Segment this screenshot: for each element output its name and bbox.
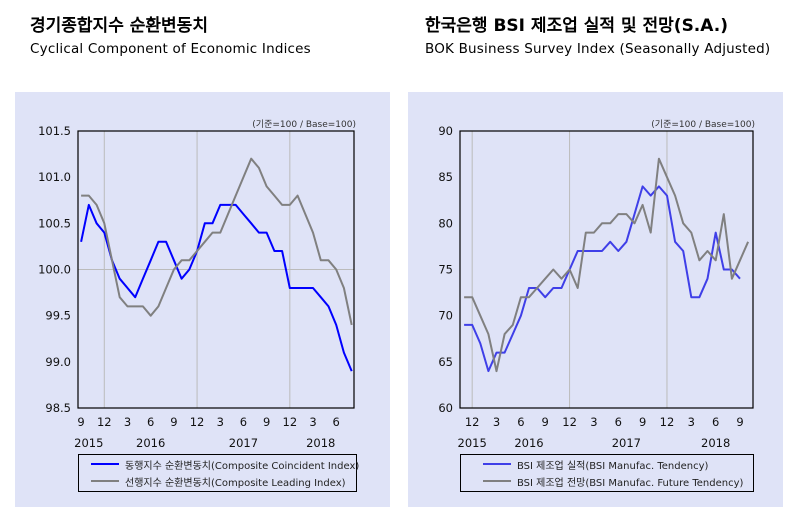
x-tick-label: 3: [688, 415, 695, 429]
series-line-1: [464, 185, 741, 373]
y-tick-label: 99.0: [45, 355, 71, 369]
x-tick-label: 9: [77, 415, 84, 429]
y-tick-label: 65: [438, 355, 453, 369]
x-tick-label: 6: [712, 415, 719, 429]
x-year-label: 2017: [229, 436, 258, 450]
x-tick-label: 6: [517, 415, 524, 429]
x-tick-label: 12: [283, 415, 298, 429]
x-year-label: 2018: [306, 436, 335, 450]
legend-label: BSI 제조업 전망(BSI Manufac. Future Tendency): [517, 477, 744, 489]
left-chart-legend: 동행지수 순환변동치(Composite Coincident Index) 선…: [78, 454, 359, 492]
y-tick-label: 80: [438, 216, 453, 230]
plot-frame: [459, 130, 754, 409]
x-tick-label: 3: [493, 415, 500, 429]
unit-note: (기준=100 / Base=100): [252, 119, 356, 130]
x-tick-label: 9: [542, 415, 549, 429]
series-line-2: [81, 157, 353, 326]
x-tick-label: 6: [240, 415, 247, 429]
x-tick-label: 3: [217, 415, 224, 429]
x-tick-label: 9: [736, 415, 743, 429]
legend-swatch: [483, 463, 511, 465]
x-tick-label: 9: [639, 415, 646, 429]
y-tick-label: 75: [438, 263, 453, 277]
legend-swatch: [91, 463, 119, 465]
y-tick-label: 70: [438, 309, 453, 323]
x-year-label: 2015: [74, 436, 103, 450]
y-tick-label: 98.5: [45, 401, 71, 415]
y-tick-label: 60: [438, 401, 453, 415]
x-year-label: 2016: [136, 436, 165, 450]
x-year-label: 2018: [701, 436, 730, 450]
x-tick-label: 12: [562, 415, 577, 429]
x-tick-label: 3: [590, 415, 597, 429]
plot-frame: [77, 130, 355, 409]
right-chart-title: 한국은행 BSI 제조업 실적 및 전망(S.A.): [425, 16, 728, 36]
left-chart: 101.5 101.0 100.5 100.0 99.5 99.0 98.5 9 12 3 6 9 12…: [38, 119, 356, 450]
x-year-label: 2017: [612, 436, 641, 450]
x-tick-label: 12: [660, 415, 675, 429]
legend-item: 선행지수 순환변동치(Composite Leading Index): [91, 473, 346, 489]
x-tick-label: 3: [124, 415, 131, 429]
y-tick-label: 99.5: [45, 309, 71, 323]
right-chart-panel: 90 85 80 75 70 65 60 12 3 6 9 12 3 6 9 12 3 6 9 2015 2016 201…: [408, 92, 783, 507]
series-line-2: [464, 157, 750, 373]
series-line-1: [80, 203, 353, 372]
y-tick-label: 101.5: [38, 124, 71, 138]
legend-label: BSI 제조업 실적(BSI Manufac. Tendency): [517, 460, 709, 472]
legend-item: BSI 제조업 전망(BSI Manufac. Future Tendency): [483, 473, 743, 489]
right-chart-legend: BSI 제조업 실적(BSI Manufac. Tendency) BSI 제조…: [460, 454, 754, 492]
x-tick-label: 3: [309, 415, 316, 429]
x-tick-label: 6: [333, 415, 340, 429]
x-year-label: 2016: [514, 436, 543, 450]
legend-label: 동행지수 순환변동치(Composite Coincident Index): [125, 460, 360, 472]
left-chart-subtitle: Cyclical Component of Economic Indices: [30, 41, 311, 57]
right-chart-subtitle: BOK Business Survey Index (Seasonally Ad…: [425, 41, 771, 57]
x-tick-label: 12: [190, 415, 205, 429]
y-tick-label: 101.0: [38, 170, 71, 184]
left-chart-title: 경기종합지수 순환변동치: [30, 16, 208, 36]
x-tick-label: 9: [170, 415, 177, 429]
unit-note: (기준=100 / Base=100): [651, 119, 755, 130]
x-year-label: 2015: [458, 436, 487, 450]
legend-swatch: [483, 480, 511, 482]
x-tick-label: 12: [97, 415, 112, 429]
legend-item: 동행지수 순환변동치(Composite Coincident Index): [91, 456, 359, 472]
x-tick-label: 9: [263, 415, 270, 429]
y-tick-label: 100.0: [38, 263, 71, 277]
legend-item: BSI 제조업 실적(BSI Manufac. Tendency): [483, 456, 708, 472]
left-chart-panel: 101.5 101.0 100.5 100.0 99.5 99.0 98.5 9 12 3 6 9 12…: [15, 92, 390, 507]
legend-label: 선행지수 순환변동치(Composite Leading Index): [125, 477, 346, 489]
x-tick-label: 6: [147, 415, 154, 429]
right-chart: 90 85 80 75 70 65 60 12 3 6 9 12 3 6 9 12 3 6 9 2015 2016 201…: [438, 119, 755, 450]
x-tick-label: 12: [465, 415, 480, 429]
y-tick-label: 90: [438, 124, 453, 138]
y-tick-label: 100.5: [38, 216, 71, 230]
x-tick-label: 6: [615, 415, 622, 429]
legend-swatch: [91, 480, 119, 482]
y-tick-label: 85: [438, 170, 453, 184]
